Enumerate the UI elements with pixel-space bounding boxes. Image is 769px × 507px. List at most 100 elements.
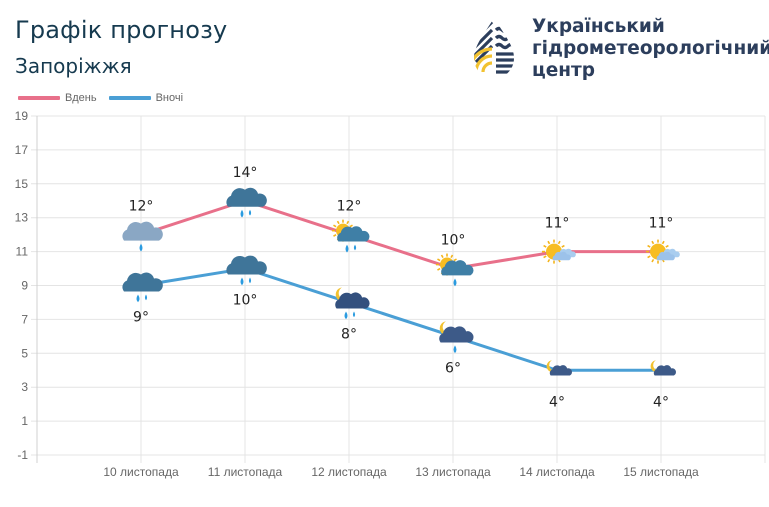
- cloud-shape: [656, 251, 675, 261]
- y-tick-label: 7: [21, 312, 28, 326]
- cloud-shape: [441, 260, 474, 276]
- y-tick-label: 9: [21, 279, 28, 293]
- legend-swatch-night: [108, 96, 151, 100]
- x-tick-label: 12 листопада: [311, 465, 387, 479]
- logo-line-1: Український: [532, 16, 665, 37]
- raindrop: [352, 311, 356, 318]
- y-tick-label: 5: [21, 346, 28, 360]
- logo-line-3: центр: [532, 60, 596, 81]
- raindrop: [144, 294, 148, 301]
- sun-ray: [543, 255, 547, 259]
- sun-ray: [543, 244, 547, 248]
- x-tick-label: 15 листопада: [623, 465, 699, 479]
- moon-cloud-icon: [546, 360, 573, 376]
- sun-small-cloud-icon: [542, 239, 576, 264]
- cloud-rain-icon: [122, 272, 163, 303]
- sun-ray: [647, 255, 651, 259]
- sun-ray: [557, 240, 561, 245]
- sun-small-cloud-icon: [646, 239, 680, 264]
- raindrop: [453, 345, 457, 354]
- x-tick-label: 13 листопада: [415, 465, 491, 479]
- sun-ray: [440, 254, 444, 259]
- moon-shape: [439, 321, 453, 336]
- sun-ray: [333, 224, 337, 228]
- raindrop: [345, 244, 349, 253]
- data-label-day: 14°: [233, 165, 258, 181]
- cloud-shape: [552, 251, 571, 261]
- data-label-night: 9°: [133, 310, 149, 326]
- cloud-shape: [226, 187, 267, 207]
- sun-ray: [651, 240, 655, 245]
- legend-label-night: Вночі: [155, 92, 184, 104]
- sun-ray: [661, 240, 665, 245]
- sun-ray: [346, 220, 350, 225]
- sun-ray: [665, 244, 669, 248]
- sun-ray: [450, 254, 454, 259]
- y-axis: 19 17 15 13 11 9 7 5 3 1 -1: [15, 109, 29, 462]
- moon-shape: [650, 360, 662, 373]
- legend-label-day: Вдень: [65, 92, 97, 104]
- data-label-day: 12°: [337, 199, 362, 215]
- sun-ray: [651, 258, 655, 263]
- data-label-night: 4°: [653, 394, 669, 410]
- y-tick-label: 15: [15, 177, 29, 191]
- cloud-shape: [122, 221, 163, 241]
- legend-item-night[interactable]: Вночі: [108, 92, 184, 104]
- data-label-night: 10°: [233, 293, 258, 309]
- sun-cloud-rain-icon: [332, 219, 370, 253]
- logo-line-2: гідрометеорологічний: [532, 38, 769, 59]
- y-tick-label: 17: [15, 143, 29, 157]
- cloud-rain-light-icon: [122, 221, 163, 252]
- raindrop: [248, 209, 252, 216]
- logo-text: Український гідрометеорологічний центр: [532, 16, 769, 82]
- y-tick-label: 13: [15, 211, 29, 225]
- cloud-shape: [439, 326, 474, 343]
- y-tick-label: 1: [21, 414, 28, 428]
- data-label-night: 4°: [549, 394, 565, 410]
- raindrop: [240, 209, 244, 218]
- moon-cloud-rain-light-icon: [439, 321, 474, 354]
- y-tick-label: 3: [21, 380, 28, 394]
- legend-item-day[interactable]: Вдень: [18, 92, 97, 104]
- cloud-rain-icon: [226, 187, 267, 218]
- sun-ray: [333, 233, 337, 237]
- y-tick-label: 19: [15, 109, 29, 123]
- series-line-day: [140, 199, 661, 271]
- cloud-shape: [549, 365, 573, 376]
- x-tick-label: 11 листопада: [208, 465, 283, 479]
- weather-icons: [122, 187, 680, 376]
- sun-ray: [437, 258, 441, 262]
- data-label-day: 12°: [129, 199, 154, 215]
- y-tick-label: -1: [17, 448, 28, 462]
- sun-ray: [647, 244, 651, 248]
- raindrop: [344, 311, 348, 320]
- water-drop-logo-icon: [474, 20, 514, 74]
- sun-ray: [437, 267, 441, 271]
- data-labels: 12° 14° 12° 10° 11° 11° 9° 10° 8° 6° 4° 4°: [129, 165, 674, 411]
- raindrop: [136, 294, 140, 303]
- raindrop: [353, 244, 357, 251]
- moon-shape: [546, 360, 558, 373]
- sun-ray: [547, 258, 551, 263]
- cloud-shape: [122, 272, 163, 292]
- sun-ray: [453, 258, 457, 262]
- x-tick-label: 14 листопада: [519, 465, 595, 479]
- cloud-shape: [335, 292, 370, 309]
- chart-legend: Вдень Вночі: [18, 92, 195, 104]
- data-label-night: 8°: [341, 326, 357, 342]
- cloud-shape: [226, 255, 267, 275]
- cloud-shape: [337, 226, 370, 242]
- raindrop: [453, 278, 457, 287]
- moon-shape: [335, 287, 349, 302]
- sun-cloud-rain-light-icon: [436, 253, 474, 287]
- sun-ray: [336, 220, 340, 225]
- raindrop: [248, 277, 252, 284]
- y-tick-label: 11: [16, 245, 29, 259]
- data-label-day: 11°: [649, 216, 674, 232]
- sun-ray: [547, 240, 551, 245]
- moon-cloud-rain-icon: [335, 287, 370, 320]
- cloud-rain-icon: [226, 255, 267, 286]
- moon-cloud-icon: [650, 360, 677, 376]
- legend-swatch-day: [18, 96, 60, 100]
